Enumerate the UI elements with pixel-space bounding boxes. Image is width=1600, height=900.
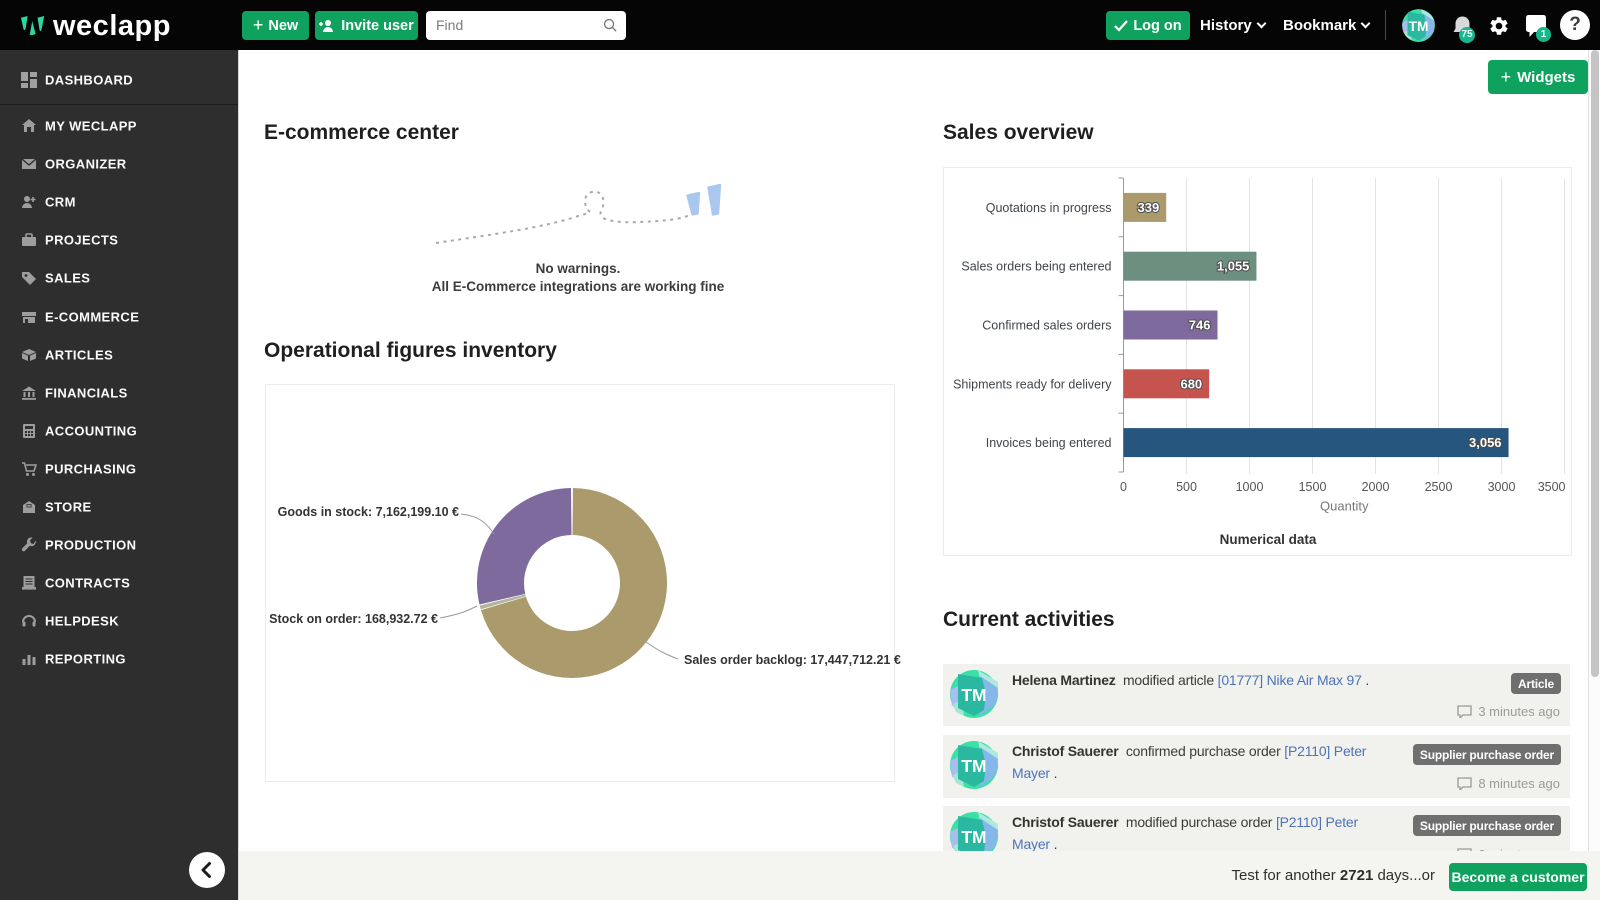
svg-text:680: 680 (1180, 376, 1202, 391)
svg-text:3000: 3000 (1488, 480, 1516, 494)
svg-text:0: 0 (1120, 480, 1127, 494)
svg-text:746: 746 (1189, 318, 1211, 333)
svg-text:2500: 2500 (1425, 480, 1453, 494)
svg-text:500: 500 (1176, 480, 1197, 494)
svg-text:Numerical data: Numerical data (1220, 532, 1317, 547)
svg-text:Goods in stock: 7,162,199.10 €: Goods in stock: 7,162,199.10 € (278, 505, 459, 519)
svg-text:Shipments ready for delivery: Shipments ready for delivery (953, 377, 1112, 391)
svg-text:3,056: 3,056 (1469, 435, 1502, 450)
svg-text:Sales order backlog: 17,447,71: Sales order backlog: 17,447,712.21 € (684, 653, 901, 667)
svg-text:TM: TM (961, 685, 986, 705)
svg-text:1000: 1000 (1236, 480, 1264, 494)
svg-text:2000: 2000 (1362, 480, 1390, 494)
svg-text:TM: TM (1409, 19, 1429, 34)
svg-text:Invoices being entered: Invoices being entered (986, 436, 1112, 450)
svg-text:1500: 1500 (1299, 480, 1327, 494)
svg-text:1,055: 1,055 (1217, 259, 1250, 274)
svg-text:TM: TM (961, 827, 986, 847)
svg-text:3500: 3500 (1538, 480, 1566, 494)
svg-text:339: 339 (1138, 200, 1160, 215)
svg-text:TM: TM (961, 756, 986, 776)
svg-text:Confirmed sales orders: Confirmed sales orders (982, 319, 1111, 333)
svg-text:Quantity: Quantity (1320, 499, 1369, 514)
svg-text:Sales orders being entered: Sales orders being entered (961, 260, 1111, 274)
svg-text:Quotations in progress: Quotations in progress (986, 201, 1112, 215)
svg-text:Stock on order: 168,932.72 €: Stock on order: 168,932.72 € (269, 612, 438, 626)
